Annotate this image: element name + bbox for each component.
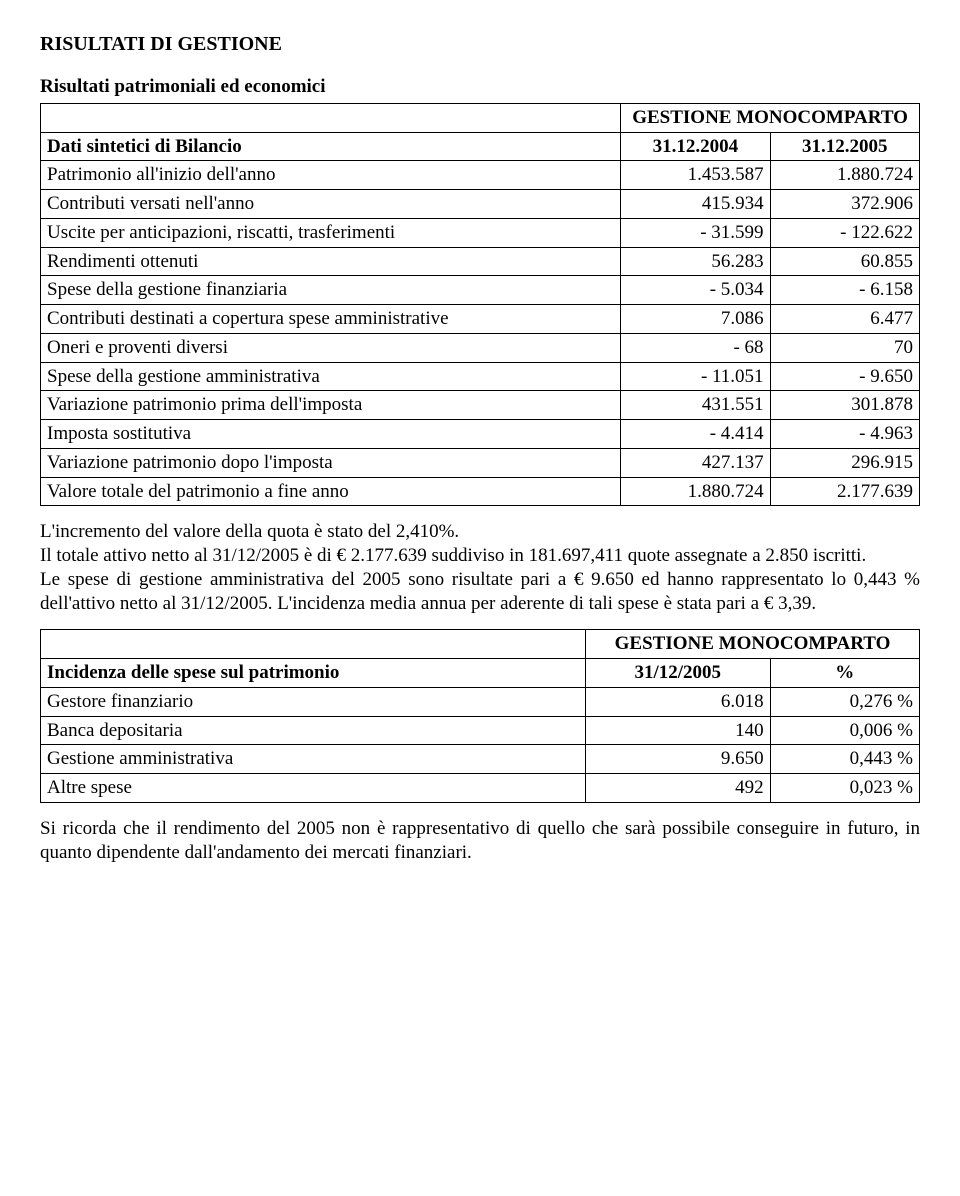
- table-row: Oneri e proventi diversi- 6870: [41, 333, 920, 362]
- header-gestione-2: GESTIONE MONOCOMPARTO: [585, 630, 919, 659]
- cell-value: 6.018: [585, 687, 770, 716]
- table-row: GESTIONE MONOCOMPARTO: [41, 103, 920, 132]
- cell-value: 70: [770, 333, 919, 362]
- cell-label: Uscite per anticipazioni, riscatti, tras…: [41, 218, 621, 247]
- cell-value: 9.650: [585, 745, 770, 774]
- cell-label: Spese della gestione finanziaria: [41, 276, 621, 305]
- table-row: Uscite per anticipazioni, riscatti, tras…: [41, 218, 920, 247]
- cell-empty: [41, 103, 621, 132]
- cell-value: - 5.034: [621, 276, 770, 305]
- table-row: Valore totale del patrimonio a fine anno…: [41, 477, 920, 506]
- cell-value: 56.283: [621, 247, 770, 276]
- cell-value: 6.477: [770, 305, 919, 334]
- cell-label: Banca depositaria: [41, 716, 586, 745]
- cell-label: Patrimonio all'inizio dell'anno: [41, 161, 621, 190]
- table-row: Incidenza delle spese sul patrimonio 31/…: [41, 659, 920, 688]
- cell-value: 0,276 %: [770, 687, 919, 716]
- cell-label: Altre spese: [41, 774, 586, 803]
- header-col2: 31.12.2005: [770, 132, 919, 161]
- cell-label: Variazione patrimonio prima dell'imposta: [41, 391, 621, 420]
- cell-value: 1.453.587: [621, 161, 770, 190]
- page-title: RISULTATI DI GESTIONE: [40, 32, 920, 57]
- table-row: Variazione patrimonio dopo l'imposta427.…: [41, 448, 920, 477]
- cell-value: 0,443 %: [770, 745, 919, 774]
- cell-label: Rendimenti ottenuti: [41, 247, 621, 276]
- paragraph-increment: L'incremento del valore della quota è st…: [40, 520, 920, 544]
- table-row: Dati sintetici di Bilancio 31.12.2004 31…: [41, 132, 920, 161]
- table-row: Contributi destinati a copertura spese a…: [41, 305, 920, 334]
- cell-label: Variazione patrimonio dopo l'imposta: [41, 448, 621, 477]
- header-col1-2: 31/12/2005: [585, 659, 770, 688]
- cell-value: 60.855: [770, 247, 919, 276]
- table-row: Altre spese4920,023 %: [41, 774, 920, 803]
- table-row: Gestione amministrativa9.6500,443 %: [41, 745, 920, 774]
- sub-title: Risultati patrimoniali ed economici: [40, 75, 920, 99]
- table-row: GESTIONE MONOCOMPARTO: [41, 630, 920, 659]
- cell-value: 140: [585, 716, 770, 745]
- table-row: Variazione patrimonio prima dell'imposta…: [41, 391, 920, 420]
- table-row: Spese della gestione finanziaria- 5.034-…: [41, 276, 920, 305]
- cell-value: 2.177.639: [770, 477, 919, 506]
- cell-value: 427.137: [621, 448, 770, 477]
- table-incidenza: GESTIONE MONOCOMPARTO Incidenza delle sp…: [40, 629, 920, 803]
- cell-label: Valore totale del patrimonio a fine anno: [41, 477, 621, 506]
- cell-value: 492: [585, 774, 770, 803]
- cell-value: 372.906: [770, 190, 919, 219]
- cell-label: Spese della gestione amministrativa: [41, 362, 621, 391]
- cell-value: 431.551: [621, 391, 770, 420]
- cell-label: Contributi versati nell'anno: [41, 190, 621, 219]
- cell-label: Gestione amministrativa: [41, 745, 586, 774]
- table-row: Patrimonio all'inizio dell'anno1.453.587…: [41, 161, 920, 190]
- cell-value: 296.915: [770, 448, 919, 477]
- cell-value: 0,006 %: [770, 716, 919, 745]
- cell-label: Contributi destinati a copertura spese a…: [41, 305, 621, 334]
- header-col2-2: %: [770, 659, 919, 688]
- cell-value: - 6.158: [770, 276, 919, 305]
- paragraph-spese: Le spese di gestione amministrativa del …: [40, 568, 920, 616]
- cell-label: Oneri e proventi diversi: [41, 333, 621, 362]
- cell-value: 7.086: [621, 305, 770, 334]
- table-row: Contributi versati nell'anno415.934372.9…: [41, 190, 920, 219]
- table-row: Banca depositaria1400,006 %: [41, 716, 920, 745]
- table-row: Rendimenti ottenuti56.28360.855: [41, 247, 920, 276]
- cell-value: - 68: [621, 333, 770, 362]
- paragraph-totale: Il totale attivo netto al 31/12/2005 è d…: [40, 544, 920, 568]
- cell-value: - 4.963: [770, 420, 919, 449]
- cell-value: - 122.622: [770, 218, 919, 247]
- header-label: Dati sintetici di Bilancio: [41, 132, 621, 161]
- cell-value: - 11.051: [621, 362, 770, 391]
- cell-label: Gestore finanziario: [41, 687, 586, 716]
- cell-empty: [41, 630, 586, 659]
- table-row: Gestore finanziario6.0180,276 %: [41, 687, 920, 716]
- cell-value: - 9.650: [770, 362, 919, 391]
- table-row: Spese della gestione amministrativa- 11.…: [41, 362, 920, 391]
- cell-value: - 4.414: [621, 420, 770, 449]
- cell-value: 0,023 %: [770, 774, 919, 803]
- cell-value: 415.934: [621, 190, 770, 219]
- header-col1: 31.12.2004: [621, 132, 770, 161]
- cell-value: 1.880.724: [621, 477, 770, 506]
- table-balance: GESTIONE MONOCOMPARTO Dati sintetici di …: [40, 103, 920, 507]
- paragraph-disclaimer: Si ricorda che il rendimento del 2005 no…: [40, 817, 920, 865]
- header-gestione: GESTIONE MONOCOMPARTO: [621, 103, 920, 132]
- cell-value: - 31.599: [621, 218, 770, 247]
- cell-value: 1.880.724: [770, 161, 919, 190]
- cell-label: Imposta sostitutiva: [41, 420, 621, 449]
- header-label-2: Incidenza delle spese sul patrimonio: [41, 659, 586, 688]
- table-row: Imposta sostitutiva- 4.414- 4.963: [41, 420, 920, 449]
- cell-value: 301.878: [770, 391, 919, 420]
